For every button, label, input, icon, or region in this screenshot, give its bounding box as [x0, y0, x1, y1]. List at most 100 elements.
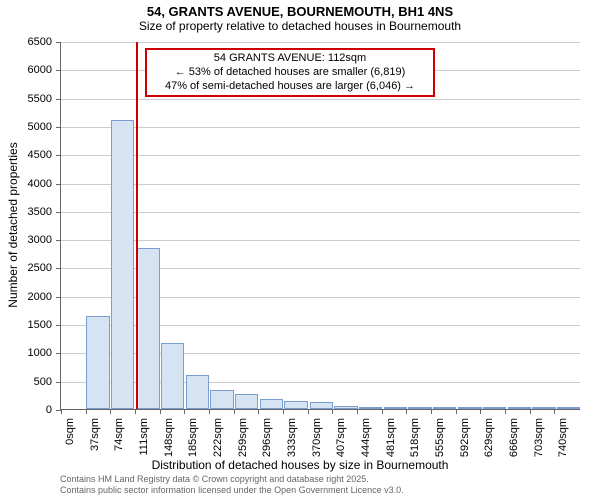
y-tick-mark — [56, 42, 61, 43]
chart-title: 54, GRANTS AVENUE, BOURNEMOUTH, BH1 4NS — [0, 4, 600, 19]
x-tick-label: 74sqm — [113, 418, 125, 451]
y-tick-mark — [56, 325, 61, 326]
annotation-box: 54 GRANTS AVENUE: 112sqm← 53% of detache… — [145, 48, 435, 97]
x-tick-mark — [86, 409, 87, 414]
x-tick-label: 185sqm — [187, 418, 199, 457]
x-tick-label: 629sqm — [483, 418, 495, 457]
x-tick-label: 148sqm — [163, 418, 175, 457]
y-tick-mark — [56, 353, 61, 354]
x-tick-mark — [308, 409, 309, 414]
chart-subtitle: Size of property relative to detached ho… — [0, 19, 600, 33]
grid-line — [61, 127, 580, 128]
grid-line — [61, 155, 580, 156]
y-tick-label: 3000 — [8, 234, 52, 246]
x-tick-mark — [554, 409, 555, 414]
y-tick-mark — [56, 70, 61, 71]
x-tick-mark — [61, 409, 62, 414]
grid-line — [61, 42, 580, 43]
x-tick-mark — [456, 409, 457, 414]
x-tick-mark — [406, 409, 407, 414]
x-tick-label: 518sqm — [409, 418, 421, 457]
y-tick-label: 1500 — [8, 319, 52, 331]
histogram-bar — [210, 390, 233, 409]
x-tick-label: 592sqm — [459, 418, 471, 457]
x-tick-label: 666sqm — [508, 418, 520, 457]
y-tick-mark — [56, 268, 61, 269]
x-tick-label: 370sqm — [311, 418, 323, 457]
x-tick-mark — [332, 409, 333, 414]
y-tick-label: 3500 — [8, 206, 52, 218]
x-tick-mark — [234, 409, 235, 414]
y-axis-label: Number of detached properties — [6, 142, 20, 307]
x-tick-mark — [135, 409, 136, 414]
y-tick-mark — [56, 127, 61, 128]
x-tick-label: 37sqm — [89, 418, 101, 451]
grid-line — [61, 212, 580, 213]
x-tick-mark — [505, 409, 506, 414]
x-tick-mark — [209, 409, 210, 414]
x-tick-mark — [160, 409, 161, 414]
grid-line — [61, 240, 580, 241]
footer-line: Contains HM Land Registry data © Crown c… — [60, 474, 404, 485]
histogram-bar — [334, 406, 357, 409]
histogram-bar — [483, 407, 506, 409]
x-tick-label: 111sqm — [138, 418, 150, 456]
histogram-bar — [111, 120, 134, 409]
y-tick-mark — [56, 297, 61, 298]
histogram-bar — [86, 316, 109, 409]
x-tick-label: 333sqm — [286, 418, 298, 457]
x-tick-label: 481sqm — [385, 418, 397, 457]
histogram-bar — [557, 407, 580, 409]
x-tick-mark — [382, 409, 383, 414]
histogram-bar — [384, 407, 407, 409]
x-axis-label: Distribution of detached houses by size … — [0, 458, 600, 472]
x-tick-mark — [431, 409, 432, 414]
footer-line: Contains public sector information licen… — [60, 485, 404, 496]
x-tick-label: 703sqm — [533, 418, 545, 457]
y-tick-mark — [56, 155, 61, 156]
y-tick-mark — [56, 382, 61, 383]
grid-line — [61, 184, 580, 185]
y-tick-label: 4000 — [8, 178, 52, 190]
y-tick-label: 1000 — [8, 347, 52, 359]
y-tick-mark — [56, 184, 61, 185]
title-block: 54, GRANTS AVENUE, BOURNEMOUTH, BH1 4NS … — [0, 0, 600, 33]
x-tick-label: 555sqm — [434, 418, 446, 457]
y-tick-label: 500 — [8, 376, 52, 388]
y-tick-label: 5000 — [8, 121, 52, 133]
x-tick-mark — [530, 409, 531, 414]
y-tick-label: 4500 — [8, 149, 52, 161]
y-tick-mark — [56, 240, 61, 241]
histogram-bar — [532, 407, 555, 409]
histogram-bar — [359, 407, 382, 409]
histogram-bar — [284, 401, 308, 409]
x-tick-label: 222sqm — [212, 418, 224, 457]
histogram-bar — [433, 407, 456, 409]
x-tick-mark — [480, 409, 481, 414]
y-tick-mark — [56, 212, 61, 213]
x-tick-label: 407sqm — [335, 418, 347, 457]
annotation-line: ← 53% of detached houses are smaller (6,… — [153, 66, 427, 80]
histogram-bar — [260, 399, 283, 409]
footer-attribution: Contains HM Land Registry data © Crown c… — [60, 474, 404, 496]
y-tick-mark — [56, 99, 61, 100]
histogram-bar — [310, 402, 333, 409]
x-tick-mark — [110, 409, 111, 414]
y-tick-label: 6500 — [8, 36, 52, 48]
y-tick-label: 2500 — [8, 262, 52, 274]
histogram-bar — [408, 407, 431, 409]
annotation-line: 47% of semi-detached houses are larger (… — [153, 80, 427, 94]
histogram-bar — [186, 375, 209, 409]
x-tick-label: 0sqm — [64, 418, 76, 445]
histogram-bar — [508, 407, 531, 409]
x-tick-mark — [357, 409, 358, 414]
x-tick-label: 259sqm — [237, 418, 249, 457]
x-tick-mark — [258, 409, 259, 414]
y-tick-label: 0 — [8, 404, 52, 416]
x-tick-label: 444sqm — [360, 418, 372, 457]
x-tick-label: 740sqm — [557, 418, 569, 457]
histogram-bar — [458, 407, 482, 409]
grid-line — [61, 99, 580, 100]
histogram-bar — [161, 343, 184, 409]
annotation-line: 54 GRANTS AVENUE: 112sqm — [153, 52, 427, 66]
